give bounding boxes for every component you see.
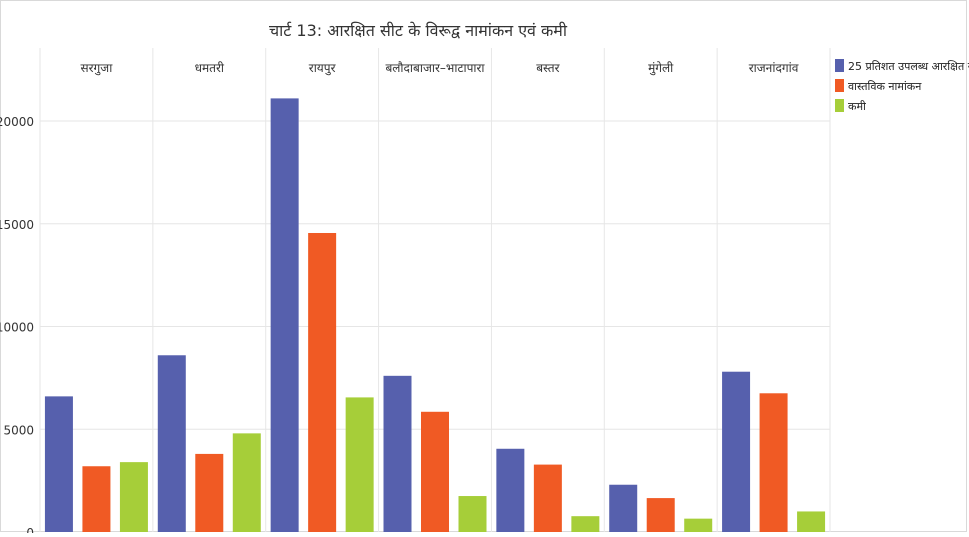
y-tick-label: 5000 (3, 423, 34, 437)
legend-swatch (835, 99, 844, 112)
bar (496, 448, 525, 532)
legend-swatch (835, 59, 844, 72)
bar (458, 496, 487, 532)
bar (646, 498, 675, 532)
y-tick-label: 15000 (0, 218, 34, 232)
bar (722, 371, 751, 532)
bar (195, 453, 224, 532)
gridlines (39, 48, 831, 532)
category-label: राजनांदगांव (749, 61, 799, 75)
bar (232, 433, 261, 532)
y-tick-label: 0 (26, 526, 34, 533)
y-axis-ticks: 0 5000 10000 15000 20000 (0, 115, 34, 537)
category-label: बलौदाबाजार–भाटापारा (385, 61, 485, 75)
bar (270, 98, 299, 533)
category-label: धमतरी (195, 61, 225, 75)
legend: 25 प्रतिशत उपलब्ध आरक्षित सीट वास्तविक ना… (835, 59, 969, 113)
bar (609, 484, 638, 532)
legend-label: 25 प्रतिशत उपलब्ध आरक्षित सीट (848, 60, 969, 73)
bar (421, 411, 449, 532)
legend-label: वास्तविक नामांकन (848, 80, 922, 93)
category-label: रायपुर (309, 61, 337, 76)
y-tick-label: 20000 (0, 115, 34, 129)
chart-title: चार्ट 13: आरक्षित सीट के विरूद्व नामांकन… (269, 21, 568, 40)
bar (44, 396, 73, 532)
bars (44, 98, 826, 533)
category-label: मुंगेली (648, 61, 674, 76)
bar (157, 355, 186, 532)
category-label: बस्तर (536, 61, 560, 75)
bar (308, 232, 337, 532)
bar (797, 511, 826, 532)
bar (383, 375, 412, 532)
y-tick-label: 10000 (0, 321, 34, 335)
bar (571, 516, 600, 532)
category-label: सरगुजा (81, 61, 114, 76)
legend-swatch (835, 79, 844, 92)
bar (533, 464, 562, 532)
bar (759, 393, 788, 532)
bar (82, 466, 111, 532)
bar (119, 462, 148, 532)
bar (345, 397, 374, 532)
category-labels: सरगुजा धमतरी रायपुर बलौदाबाजार–भाटापारा बस्त… (81, 61, 799, 76)
legend-label: कमी (848, 100, 866, 113)
bar (684, 518, 713, 532)
